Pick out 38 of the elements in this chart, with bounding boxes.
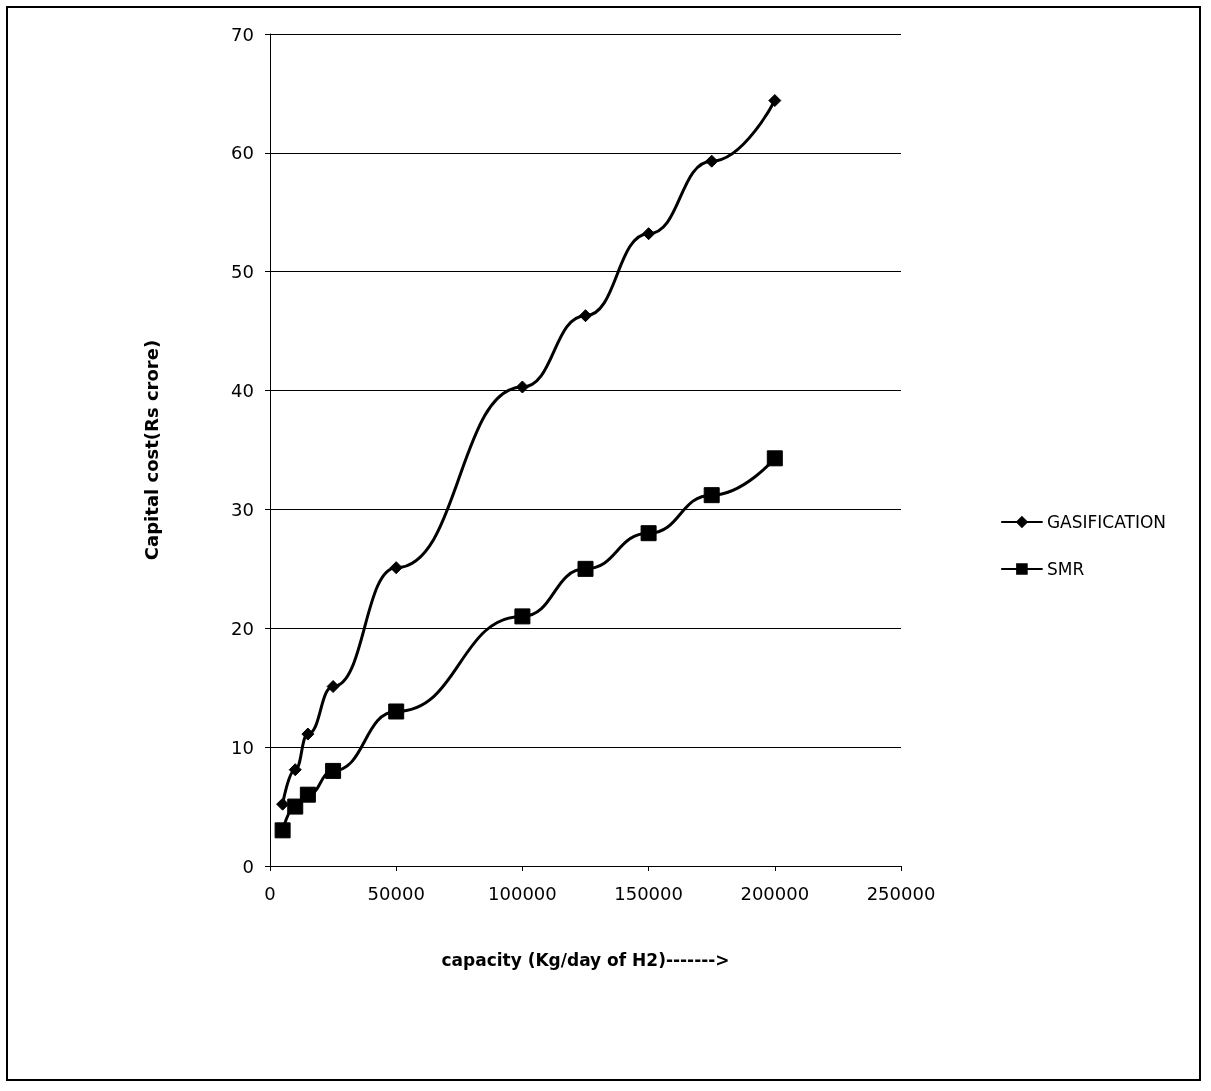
point [389, 561, 403, 575]
x-tick-label: 100000 [488, 882, 557, 904]
y-tick-label: 30 [231, 498, 254, 520]
point [287, 798, 304, 815]
point [642, 227, 656, 241]
point [579, 309, 592, 323]
point [640, 525, 657, 542]
legend-label: GASIFICATION [1046, 512, 1166, 532]
y-tick-label: 60 [231, 142, 254, 164]
x-tick-label: 150000 [614, 882, 683, 904]
point [388, 703, 405, 720]
point [301, 727, 315, 741]
point [276, 797, 290, 811]
point [299, 786, 316, 803]
y-tick-label: 70 [231, 23, 254, 45]
point [703, 487, 720, 504]
point [705, 154, 719, 168]
point [274, 822, 291, 839]
point [326, 680, 340, 694]
y-tick-label: 20 [231, 617, 254, 639]
x-tick-label: 200000 [740, 882, 810, 904]
y-axis-title: Capital cost(Rs crore) [140, 339, 162, 561]
point [768, 94, 782, 108]
point [766, 450, 783, 467]
point [515, 380, 529, 394]
x-tick-label: 0 [264, 882, 276, 904]
y-tick-label: 10 [231, 736, 254, 758]
x-axis-title: capacity (Kg/day of H2)-------> [441, 949, 730, 970]
point [325, 762, 342, 779]
y-tick-label: 0 [242, 855, 254, 877]
x-tick-label: 250000 [866, 882, 936, 904]
point [288, 763, 302, 777]
x-tick-label: 50000 [367, 882, 425, 904]
y-tick-label: 50 [231, 261, 254, 283]
legend-label: SMR [1046, 559, 1085, 579]
y-tick-label: 40 [231, 380, 254, 402]
point [514, 608, 531, 625]
point [577, 560, 594, 577]
